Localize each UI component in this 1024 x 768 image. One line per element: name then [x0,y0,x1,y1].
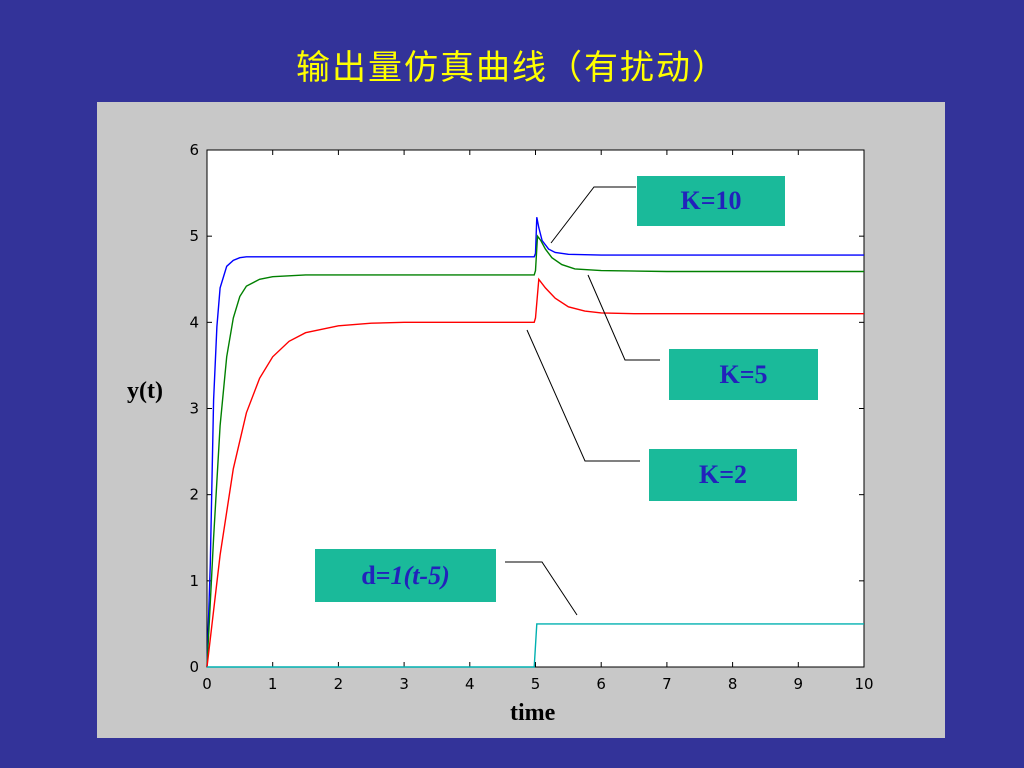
x-tick-label: 2 [334,675,344,693]
x-tick-label: 9 [794,675,804,693]
x-axis-label: time [510,700,556,726]
x-tick-label: 5 [531,675,541,693]
plot-area [206,149,865,668]
x-tick-label: 1 [268,675,278,693]
y-tick-label: 1 [189,572,199,590]
y-tick-label: 3 [189,400,199,418]
label-k2: K=2 [649,449,797,501]
leader-k5 [587,274,660,361]
y-tick-label: 0 [189,658,199,676]
x-tick-label: 0 [202,675,212,693]
label-k5-text: K=5 [719,359,768,389]
leader-k10 [550,186,636,244]
label-k2-text: K=2 [698,460,748,489]
series-line-k-10 [206,217,864,668]
label-d-italic: 1(t-5) [390,560,450,590]
series-line-k-5 [206,234,864,668]
x-tick-label: 6 [596,675,606,693]
y-axis-label: y(t) [127,378,163,404]
series-line-k-2 [206,277,864,668]
series-layer [206,217,864,668]
x-tick-label: 7 [662,675,672,693]
y-tick-label: 6 [189,141,199,159]
slide-title: 输出量仿真曲线（有扰动） [296,48,728,88]
x-tick-label: 8 [728,675,738,693]
y-tick-label: 5 [189,227,199,245]
series-line-d-1-t-5 [207,623,864,668]
label-disturbance: d= 1(t-5) [315,549,496,602]
annotation-leaders [505,186,660,616]
label-k10: K=10 [637,176,785,226]
label-k5: K=5 [669,349,818,400]
leader-k2 [526,329,640,462]
label-d-prefix: d= [361,560,391,590]
axis-ticks: 0 1 2 3 4 5 6 7 8 9 10 0 1 2 3 4 5 6 [189,141,873,693]
x-tick-label: 10 [854,675,873,693]
leader-d [505,561,578,616]
label-k10-text: K=10 [680,186,742,215]
y-tick-label: 2 [189,486,199,504]
x-tick-label: 4 [465,675,475,693]
x-tick-label: 3 [399,675,409,693]
y-tick-label: 4 [189,313,199,331]
